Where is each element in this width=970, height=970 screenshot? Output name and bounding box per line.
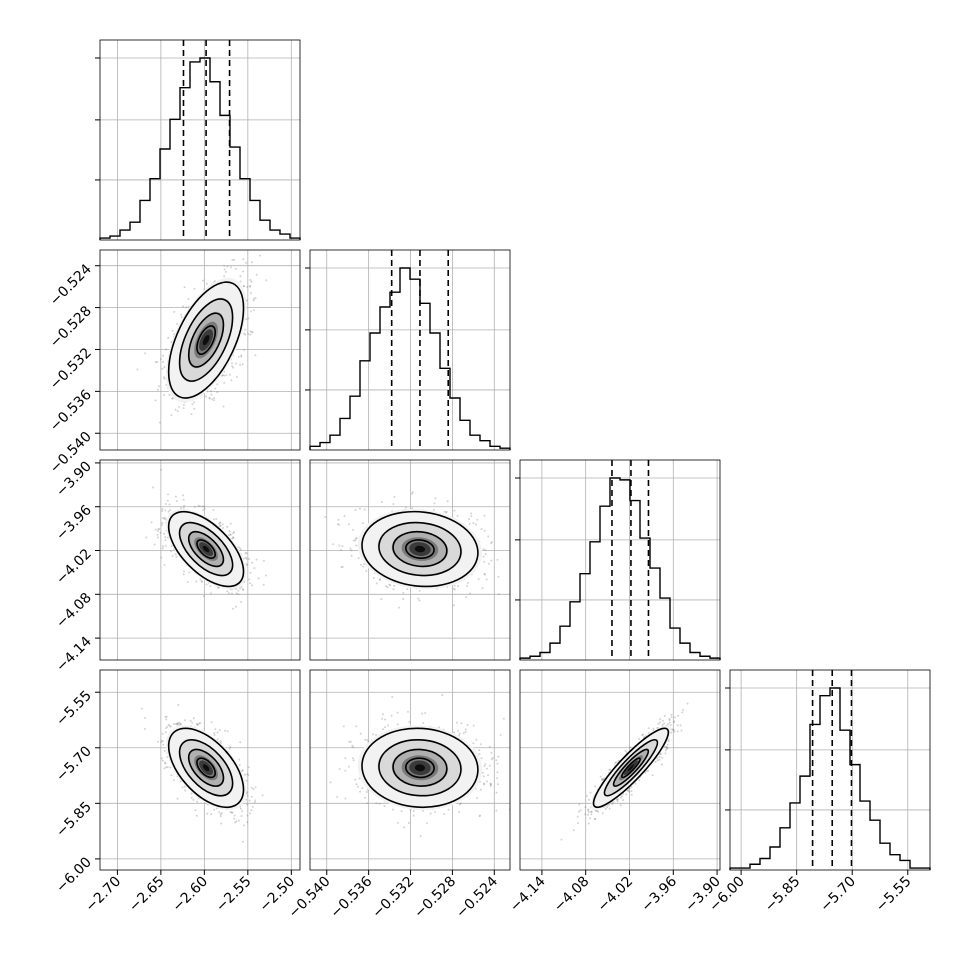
contour-line	[392, 530, 448, 568]
scatter-panel-4-3	[519, 669, 721, 871]
x-tick-label: −5.85	[762, 874, 804, 916]
y-axis-2: −0.540−0.536−0.532−0.528−0.524	[47, 261, 100, 477]
x-axis-3: −4.14 −4.08 −4.02 −3.96 −3.90	[507, 870, 724, 915]
x-tick-label: −0.532	[369, 874, 417, 922]
y-axis-3: −4.14−4.08−4.02−3.96−3.90	[53, 458, 100, 675]
panel-frame	[309, 669, 511, 871]
histogram-panel-4	[725, 669, 931, 871]
panel-frame	[309, 249, 511, 451]
x-axis-1: −2.70 −2.65 −2.60 −2.55 −2.50	[83, 870, 298, 916]
y-tick-label: −4.02	[53, 546, 95, 588]
scatter-panel-3-2	[309, 459, 511, 661]
contour-line	[405, 757, 435, 779]
y-tick-label: −0.524	[47, 261, 95, 309]
panel-frame	[99, 669, 301, 871]
contour-line	[196, 325, 217, 355]
histogram-panel-2	[305, 249, 511, 451]
density-fill	[627, 764, 635, 772]
contour-line	[612, 748, 650, 787]
contour-line	[187, 530, 225, 568]
contour-line	[178, 739, 234, 797]
contour-line	[167, 510, 245, 588]
contour-line	[196, 539, 217, 559]
x-tick-label: −0.536	[328, 873, 376, 921]
x-tick-label: −2.55	[213, 874, 255, 916]
scatter-panel-4-1	[99, 669, 301, 871]
y-tick-label: −5.70	[53, 743, 95, 785]
contour-line	[187, 312, 225, 368]
panel-frame	[519, 669, 721, 871]
density-fill	[414, 545, 426, 553]
x-tick-label: −0.524	[453, 873, 501, 921]
panel-frame	[729, 669, 931, 871]
contour-line	[378, 739, 462, 797]
panel-frame	[99, 39, 301, 241]
panel-frame	[519, 459, 721, 661]
y-tick-label: −5.55	[53, 688, 95, 730]
contour-line	[405, 539, 435, 559]
x-axis-2: −0.540−0.536−0.532−0.528−0.524	[286, 870, 501, 922]
contour-line	[603, 739, 659, 797]
x-tick-label: −4.08	[551, 874, 593, 916]
x-tick-label: −2.60	[170, 874, 212, 916]
contour-line	[178, 521, 234, 577]
histogram-step	[309, 267, 511, 450]
scatter-panel-2-1	[99, 249, 301, 451]
contour-line	[361, 727, 479, 809]
y-axis-4: −6.00 −5.85 −5.70 −5.55	[53, 688, 100, 896]
x-tick-label: −2.65	[126, 874, 168, 916]
contour-line	[592, 727, 670, 809]
contour-line	[361, 510, 479, 588]
y-tick-label: −0.532	[47, 345, 95, 393]
panel-frame	[99, 249, 301, 451]
x-tick-label: −4.14	[507, 873, 549, 915]
density-fill	[414, 764, 426, 772]
x-tick-label: −0.528	[411, 874, 459, 922]
y-tick-label: −3.96	[53, 502, 95, 544]
contour-line	[621, 757, 641, 779]
scatter-panel-3-1	[99, 459, 301, 661]
contour-line	[378, 521, 462, 577]
histogram-panel-3	[515, 459, 721, 661]
histogram-step	[99, 57, 301, 240]
y-tick-label: −4.14	[53, 634, 95, 676]
x-tick-label: −5.55	[873, 874, 915, 916]
x-tick-label: −3.96	[638, 873, 680, 915]
contour-line	[392, 748, 448, 787]
contour-line	[167, 727, 245, 809]
histogram-panel-1	[95, 39, 301, 241]
x-axis-4: −6.00 −5.85 −5.70 −5.55	[706, 870, 915, 916]
panel-frame	[99, 459, 301, 661]
density-fill	[202, 545, 210, 553]
y-tick-label: −6.00	[53, 854, 95, 896]
scatter-panel-4-2	[309, 669, 511, 871]
histogram-step	[729, 687, 931, 870]
y-tick-label: −0.528	[47, 303, 95, 351]
y-tick-label: −4.08	[53, 590, 95, 632]
y-tick-label: −0.536	[47, 387, 95, 435]
x-tick-label: −5.70	[817, 874, 859, 916]
x-tick-label: −2.70	[83, 874, 125, 916]
y-tick-label: −5.85	[53, 799, 95, 841]
panel-frame	[309, 459, 511, 661]
x-tick-label: −4.02	[595, 874, 637, 916]
histogram-step	[519, 477, 721, 660]
contour-line	[196, 757, 217, 779]
contour-line	[178, 298, 234, 382]
contour-line	[167, 281, 245, 399]
density-fill	[202, 334, 210, 346]
density-fill	[202, 764, 210, 772]
contour-line	[187, 748, 225, 787]
